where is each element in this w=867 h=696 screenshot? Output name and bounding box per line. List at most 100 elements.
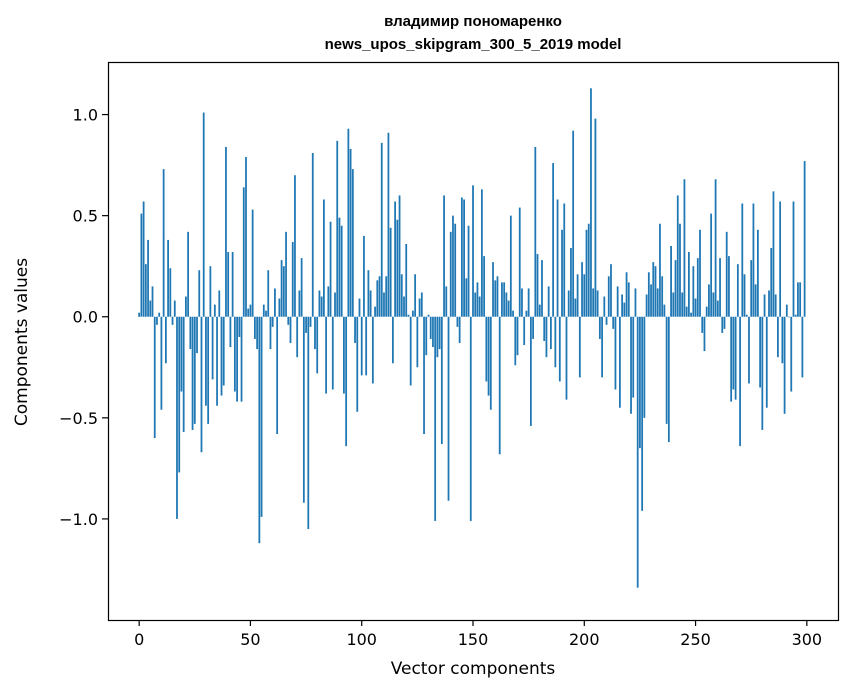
bar-41 bbox=[229, 316, 232, 348]
bar-283 bbox=[768, 290, 770, 317]
bar-299 bbox=[803, 161, 806, 317]
bar-167 bbox=[509, 215, 512, 317]
y-tick-label: 0.0 bbox=[73, 308, 98, 327]
bar-208 bbox=[601, 316, 603, 378]
bar-252 bbox=[699, 229, 701, 317]
bar-68 bbox=[289, 316, 292, 344]
bar-266 bbox=[730, 316, 733, 402]
bar-214 bbox=[614, 316, 617, 390]
bar-201 bbox=[585, 229, 588, 317]
bar-134 bbox=[436, 316, 439, 358]
bar-101 bbox=[363, 235, 365, 317]
bar-207 bbox=[598, 316, 601, 339]
bar-132 bbox=[432, 316, 434, 348]
bar-240 bbox=[672, 292, 675, 317]
bar-133 bbox=[434, 316, 437, 521]
bar-80 bbox=[316, 316, 319, 374]
x-tick-label: 200 bbox=[569, 630, 600, 649]
bar-143 bbox=[456, 316, 459, 327]
bar-72 bbox=[298, 290, 301, 317]
bar-261 bbox=[719, 258, 721, 317]
bar-262 bbox=[721, 316, 724, 333]
bar-64 bbox=[280, 260, 283, 317]
bar-6 bbox=[151, 286, 154, 317]
bar-9 bbox=[158, 312, 161, 317]
bar-145 bbox=[460, 197, 463, 317]
bar-1 bbox=[140, 213, 143, 317]
bar-227 bbox=[643, 316, 646, 418]
bar-161 bbox=[496, 276, 499, 317]
bar-43 bbox=[233, 316, 236, 392]
bar-296 bbox=[797, 282, 799, 317]
bar-242 bbox=[676, 195, 679, 317]
bar-182 bbox=[543, 316, 546, 341]
bar-186 bbox=[552, 163, 555, 317]
bar-176 bbox=[529, 316, 532, 426]
bar-105 bbox=[371, 316, 374, 384]
bar-257 bbox=[710, 213, 713, 317]
bar-158 bbox=[489, 316, 492, 410]
x-axis-ticks: 0 50 100 150 200 250 300 bbox=[134, 620, 822, 649]
bar-67 bbox=[287, 316, 290, 325]
bar-11 bbox=[162, 169, 165, 317]
bar-76 bbox=[307, 316, 310, 530]
bar-61 bbox=[274, 288, 276, 317]
bar-128 bbox=[423, 316, 425, 434]
bar-153 bbox=[478, 296, 481, 317]
bar-60 bbox=[271, 316, 274, 327]
bar-110 bbox=[383, 292, 385, 317]
bar-69 bbox=[291, 241, 294, 317]
bar-244 bbox=[681, 292, 684, 317]
bar-39 bbox=[225, 146, 227, 317]
bar-218 bbox=[623, 302, 626, 317]
bar-198 bbox=[578, 316, 581, 378]
bar-222 bbox=[632, 316, 635, 398]
bar-253 bbox=[701, 316, 704, 333]
bar-221 bbox=[630, 316, 632, 414]
axes-frame bbox=[107, 61, 840, 622]
bar-245 bbox=[683, 179, 686, 317]
bar-204 bbox=[592, 288, 595, 317]
bar-139 bbox=[447, 316, 450, 501]
bar-75 bbox=[305, 316, 307, 333]
bar-92 bbox=[343, 316, 345, 394]
bar-211 bbox=[607, 276, 610, 317]
bar-131 bbox=[429, 316, 432, 339]
x-tick-label: 300 bbox=[792, 630, 823, 649]
chart-title-line-1: владимир пономаренко bbox=[384, 13, 562, 30]
x-tick-label: 100 bbox=[346, 630, 377, 649]
bar-140 bbox=[449, 231, 452, 317]
bar-168 bbox=[512, 310, 514, 317]
bar-108 bbox=[378, 276, 381, 317]
y-tick-label: −1.0 bbox=[59, 510, 98, 529]
bar-192 bbox=[565, 316, 568, 400]
bar-104 bbox=[369, 290, 372, 317]
bar-2 bbox=[142, 201, 145, 317]
bar-54 bbox=[258, 316, 261, 544]
bar-238 bbox=[667, 316, 670, 443]
x-tick-label: 0 bbox=[134, 630, 144, 649]
bar-17 bbox=[176, 316, 178, 519]
y-tick-label: −0.5 bbox=[59, 409, 98, 428]
bar-246 bbox=[685, 306, 688, 317]
bar-141 bbox=[452, 215, 454, 317]
y-axis-ticks: −1.0 −0.5 0.0 0.5 1.0 bbox=[59, 106, 108, 529]
bar-223 bbox=[634, 288, 637, 317]
bar-36 bbox=[218, 290, 221, 317]
bar-286 bbox=[774, 294, 777, 317]
bar-106 bbox=[374, 306, 376, 317]
bar-40 bbox=[227, 252, 230, 317]
bar-217 bbox=[621, 294, 624, 317]
bar-28 bbox=[200, 316, 203, 453]
bar-269 bbox=[736, 264, 739, 317]
bar-51 bbox=[251, 209, 254, 317]
bar-162 bbox=[498, 316, 501, 455]
bar-5 bbox=[149, 300, 152, 317]
bar-190 bbox=[561, 229, 563, 317]
x-tick-label: 50 bbox=[240, 630, 260, 649]
bar-95 bbox=[349, 148, 352, 317]
bar-44 bbox=[236, 316, 238, 402]
bar-42 bbox=[231, 252, 234, 317]
